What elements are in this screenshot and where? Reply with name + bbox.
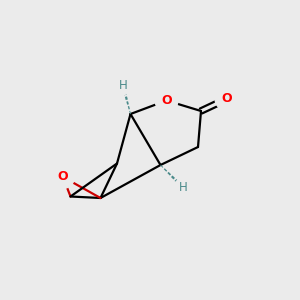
Circle shape <box>155 89 178 112</box>
Circle shape <box>114 76 132 94</box>
Text: H: H <box>118 79 127 92</box>
Text: O: O <box>161 94 172 107</box>
Circle shape <box>52 166 74 188</box>
Circle shape <box>174 178 192 196</box>
Text: O: O <box>221 92 232 106</box>
Text: H: H <box>178 181 188 194</box>
Text: O: O <box>58 170 68 184</box>
Circle shape <box>215 88 238 110</box>
